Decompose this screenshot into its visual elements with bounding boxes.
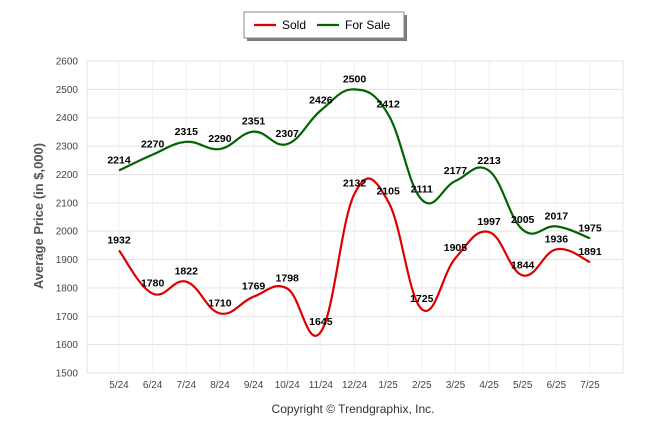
data-label: 2017 bbox=[545, 210, 569, 222]
data-label: 1725 bbox=[410, 293, 434, 305]
x-tick-label: 3/25 bbox=[446, 380, 466, 391]
legend-label-sold: Sold bbox=[282, 18, 306, 32]
x-tick-label: 7/25 bbox=[580, 380, 600, 391]
data-label: 2315 bbox=[175, 126, 199, 138]
data-label: 1997 bbox=[477, 216, 501, 228]
data-label: 2132 bbox=[343, 178, 367, 190]
x-tick-label: 6/25 bbox=[547, 380, 567, 391]
grid-lines bbox=[86, 60, 624, 374]
data-label: 1769 bbox=[242, 281, 266, 293]
data-label: 1822 bbox=[175, 266, 199, 278]
series-line-sold bbox=[118, 177, 591, 337]
x-tick-label: 12/24 bbox=[342, 380, 367, 391]
x-tick-label: 6/24 bbox=[143, 380, 163, 391]
plot-area bbox=[86, 60, 624, 374]
x-tick-label: 1/25 bbox=[378, 380, 398, 391]
data-label: 1780 bbox=[141, 278, 165, 290]
data-label: 2290 bbox=[208, 133, 232, 145]
data-label: 2213 bbox=[477, 155, 501, 167]
copyright-footer: Copyright © Trendgraphix, Inc. bbox=[272, 402, 435, 416]
data-label: 2105 bbox=[376, 185, 400, 197]
legend: Sold For Sale bbox=[243, 11, 407, 41]
x-axis-ticks: 5/24 6/24 7/24 8/24 9/24 10/24 11/24 12/24 1/25 2… bbox=[109, 380, 600, 391]
data-label: 2270 bbox=[141, 139, 165, 151]
x-tick-label: 2/25 bbox=[412, 380, 432, 391]
y-tick-label: 1900 bbox=[56, 255, 79, 266]
data-label: 2500 bbox=[343, 73, 367, 85]
x-tick-label: 5/24 bbox=[109, 380, 129, 391]
data-label: 1975 bbox=[578, 222, 602, 234]
data-label: 1798 bbox=[276, 272, 300, 284]
data-label: 1891 bbox=[578, 246, 602, 258]
data-label: 1932 bbox=[107, 234, 131, 246]
x-tick-label: 10/24 bbox=[275, 380, 300, 391]
y-tick-label: 2200 bbox=[56, 170, 79, 181]
y-tick-label: 1700 bbox=[56, 312, 79, 323]
data-label: 2177 bbox=[444, 165, 468, 177]
y-tick-label: 2000 bbox=[56, 227, 79, 238]
data-labels: 1932 1780 1822 1710 1769 1798 1645 2132 2105 1725… bbox=[107, 73, 602, 328]
data-label: 2307 bbox=[276, 128, 300, 140]
y-tick-label: 2500 bbox=[56, 85, 79, 96]
data-label: 1905 bbox=[444, 242, 468, 254]
y-tick-label: 2400 bbox=[56, 113, 79, 124]
x-tick-label: 4/25 bbox=[479, 380, 499, 391]
legend-label-for-sale: For Sale bbox=[345, 18, 391, 32]
data-label: 2351 bbox=[242, 116, 266, 128]
series-line-for-sale bbox=[118, 88, 591, 240]
data-label: 1936 bbox=[545, 233, 569, 245]
y-tick-label: 1500 bbox=[56, 369, 79, 380]
data-label: 2005 bbox=[511, 214, 535, 226]
data-label: 1645 bbox=[309, 316, 333, 328]
x-tick-label: 9/24 bbox=[244, 380, 264, 391]
y-tick-label: 1800 bbox=[56, 283, 79, 294]
x-tick-label: 7/24 bbox=[177, 380, 197, 391]
data-label: 2412 bbox=[376, 98, 400, 110]
y-tick-label: 2300 bbox=[56, 142, 79, 153]
x-tick-label: 5/25 bbox=[513, 380, 533, 391]
data-label: 1844 bbox=[511, 259, 535, 271]
data-label: 1710 bbox=[208, 297, 232, 309]
y-axis-ticks: 1500 1600 1700 1800 1900 2000 2100 2200 2300 2400… bbox=[56, 57, 79, 380]
x-tick-label: 11/24 bbox=[309, 380, 334, 391]
x-tick-label: 8/24 bbox=[210, 380, 230, 391]
data-label: 2214 bbox=[107, 154, 131, 166]
y-axis-label: Average Price (in $,000) bbox=[31, 143, 46, 289]
y-tick-label: 1600 bbox=[56, 340, 79, 351]
data-label: 2426 bbox=[309, 94, 333, 106]
y-tick-label: 2100 bbox=[56, 198, 79, 209]
y-tick-label: 2600 bbox=[56, 57, 79, 68]
data-label: 2111 bbox=[411, 184, 433, 196]
series-lines bbox=[118, 88, 591, 337]
